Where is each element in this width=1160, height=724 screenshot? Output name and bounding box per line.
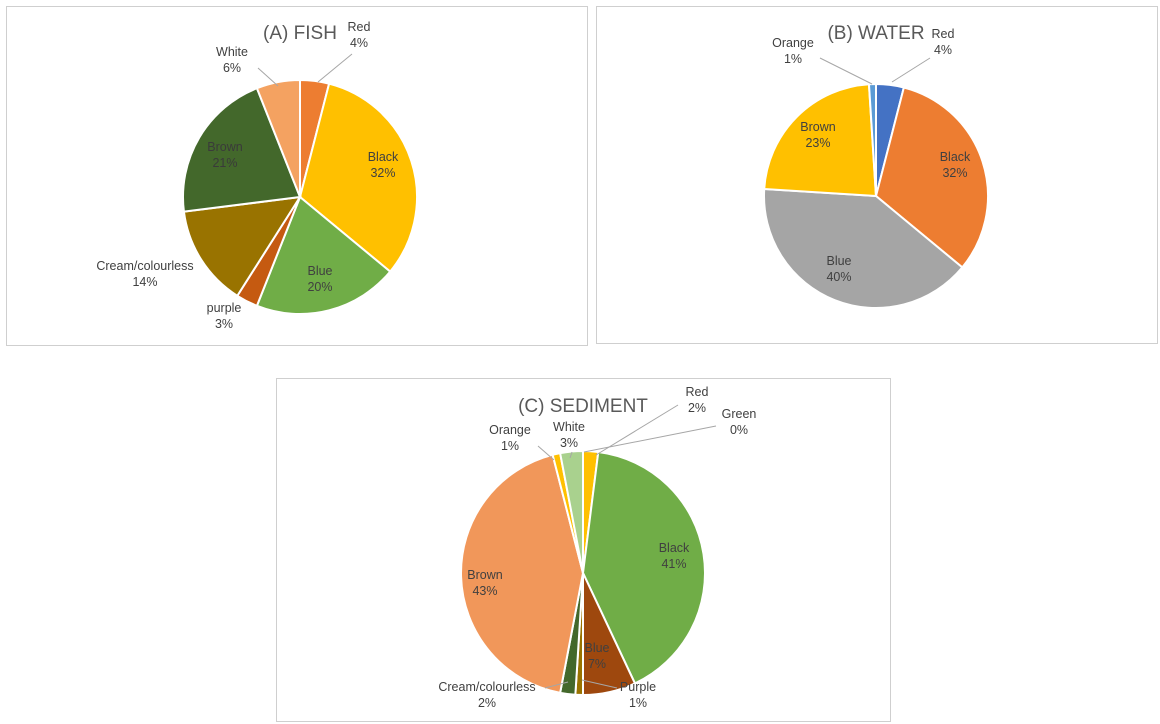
pie-slice-sediment-brown xyxy=(460,453,585,695)
pie-slice-sediment-white xyxy=(558,449,584,574)
data-label-fish-cream-colourless: Cream/colourless 14% xyxy=(96,259,193,289)
data-label-fish-red: Red 4% xyxy=(348,20,371,50)
leader-line-sediment-1 xyxy=(583,425,717,453)
data-label-sediment-orange: Orange 1% xyxy=(489,423,531,453)
data-label-fish-black: Black 32% xyxy=(368,150,399,180)
data-label-water-blue: Blue 40% xyxy=(826,254,851,284)
pie-fish: Red 4% Black 32% Blue 20% purple 3% Cream/colour… xyxy=(96,20,418,331)
pie-slice-fish-cream-colourless xyxy=(182,195,302,298)
pie-slice-sediment-black xyxy=(581,450,706,685)
data-label-sediment-blue: Blue 7% xyxy=(584,641,609,671)
pie-slice-water-orange xyxy=(867,82,877,197)
data-label-sediment-brown: Brown 43% xyxy=(467,568,502,598)
chart-title-fish: (A) FISH xyxy=(263,23,337,44)
leader-line-fish-6 xyxy=(257,67,279,87)
data-label-sediment-white: White 3% xyxy=(553,420,585,450)
data-label-sediment-purple: Purple 1% xyxy=(620,680,656,710)
pie-slice-water-blue xyxy=(763,187,964,309)
leader-line-sediment-8 xyxy=(569,451,573,459)
leader-line-water-0 xyxy=(891,57,931,83)
data-label-water-black: Black 32% xyxy=(940,150,971,180)
data-label-fish-purple: purple 3% xyxy=(207,301,242,331)
chart-title-sediment: (C) SEDIMENT xyxy=(518,396,648,417)
data-label-water-orange: Orange 1% xyxy=(772,36,814,66)
leader-line-sediment-4 xyxy=(581,679,618,689)
pie-slice-fish-blue xyxy=(255,195,392,315)
data-label-water-red: Red 4% xyxy=(932,27,955,57)
data-label-sediment-black: Black 41% xyxy=(659,541,690,571)
data-label-fish-white: White 6% xyxy=(216,45,248,75)
data-label-sediment-cream-colourless: Cream/colourless 2% xyxy=(438,680,535,710)
pie-slice-water-black xyxy=(874,86,989,269)
data-label-fish-blue: Blue 20% xyxy=(307,264,332,294)
pie-slice-fish-black xyxy=(298,82,418,273)
leader-line-sediment-7 xyxy=(537,445,555,461)
leader-line-sediment-5 xyxy=(544,681,569,689)
pie-sediment: Red 2% Green 0% Black 41% Blue 7% Purple 1% Cream/… xyxy=(438,385,756,710)
data-label-fish-brown: Brown 21% xyxy=(207,140,242,170)
chart-title-water: (B) WATER xyxy=(827,23,924,44)
pie-slice-water-brown xyxy=(763,83,878,198)
pie-slice-fish-white xyxy=(255,78,301,198)
leader-line-water-4 xyxy=(819,57,873,85)
leader-line-fish-0 xyxy=(317,53,353,83)
data-label-sediment-red: Red 2% xyxy=(686,385,709,415)
pie-slice-fish-brown xyxy=(182,86,302,213)
data-label-sediment-green: Green 0% xyxy=(722,407,757,437)
pie-water: Red 4% Black 32% Blue 40% Brown 23% Orange 1% xyxy=(763,27,989,309)
data-label-water-brown: Brown 23% xyxy=(800,120,835,150)
